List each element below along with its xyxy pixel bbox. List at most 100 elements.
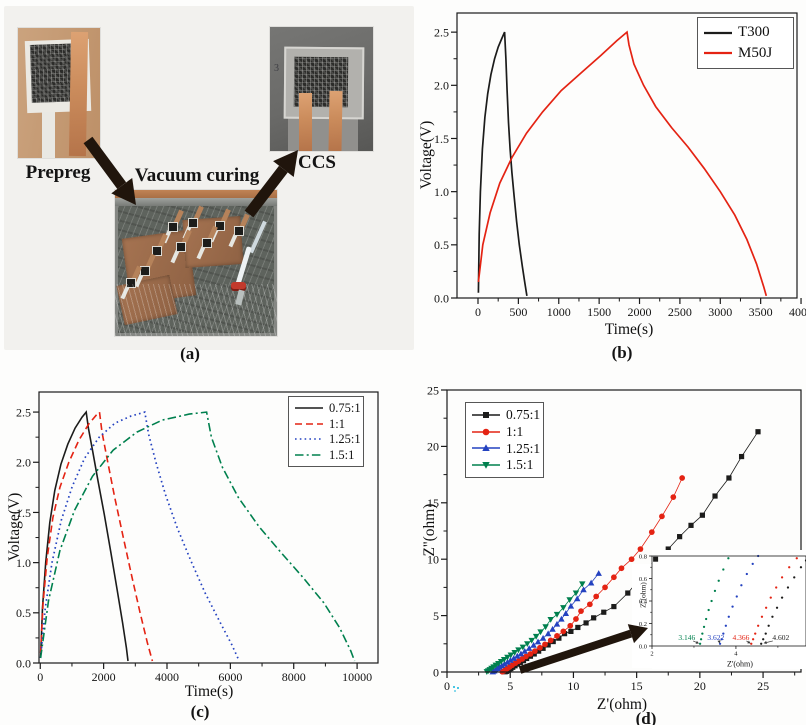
legend-label: 1.25:1 <box>329 432 361 446</box>
legend-item: T300 <box>703 25 788 40</box>
prepreg-white-strip <box>42 112 55 158</box>
svg-text:1.5: 1.5 <box>16 506 31 520</box>
legend-label: 1:1 <box>506 423 524 439</box>
vacuum-port-fitting <box>231 282 246 291</box>
caption-ccs: CCS <box>297 152 337 173</box>
plot-b: 0 500 1000 1500 2000 2500 3000 3500 4000 0.0 0.5 1.… <box>434 12 806 319</box>
svg-text:2000: 2000 <box>92 670 116 684</box>
caption-prepreg: Prepreg <box>25 162 91 183</box>
chart-b-canvas: 0 500 1000 1500 2000 2500 3000 3500 4000 0.0 0.5 1.… <box>434 12 806 319</box>
svg-text:1.5: 1.5 <box>434 132 449 146</box>
legend-item: 0.75:1 <box>294 401 361 415</box>
svg-text:10000: 10000 <box>342 670 372 684</box>
svg-text:0: 0 <box>37 670 43 684</box>
sample-chip <box>168 222 178 232</box>
vacuum-bag <box>116 205 274 333</box>
ccs-photo: 3 <box>270 27 373 151</box>
svg-text:3000: 3000 <box>708 305 732 319</box>
svg-text:0: 0 <box>444 679 450 693</box>
svg-text:15: 15 <box>631 679 643 693</box>
panel-letter-d: (d) <box>635 709 657 725</box>
svg-text:500: 500 <box>509 305 527 319</box>
panel-letter-b: (b) <box>611 343 633 362</box>
vacuum-table-rail <box>115 198 277 206</box>
chart-c-ylabel: Voltage(V) <box>6 492 23 562</box>
chart-d-ylabel: Z''(ohm) <box>421 503 438 557</box>
chart-c-xlabel: Time(s) <box>184 683 234 700</box>
ccs-copper-strip-left <box>299 93 312 151</box>
chart-d-inset-xlabel: Z'(ohm) <box>727 659 753 669</box>
bag-marking: 3 <box>274 63 279 74</box>
svg-text:2.5: 2.5 <box>16 405 31 419</box>
chart-b-legend: T300 M50J <box>697 17 794 69</box>
svg-text:0.8: 0.8 <box>639 553 647 560</box>
svg-text:6000: 6000 <box>218 670 242 684</box>
svg-text:15: 15 <box>427 496 439 510</box>
svg-text:1000: 1000 <box>547 305 571 319</box>
chart-d-canvas: 0 5 10 15 20 25 0 5 10 15 20 25 2 4 0.0 0.2 0.4 0.6 0.8 3.1… <box>427 383 806 693</box>
vacuum-table-copper-edge <box>115 190 277 198</box>
legend-label: 1:1 <box>329 416 345 431</box>
sample-chip <box>126 278 136 288</box>
prepreg-photo <box>18 28 100 158</box>
svg-text:0.0: 0.0 <box>16 656 31 670</box>
svg-text:4000: 4000 <box>789 305 806 319</box>
vacuum-curing-photo <box>115 190 277 336</box>
svg-text:0.5: 0.5 <box>16 606 31 620</box>
chart-b-ylabel: Voltage(V) <box>418 120 435 190</box>
chart-b-xlabel: Time(s) <box>604 321 654 338</box>
legend-label: 0.75:1 <box>506 407 541 423</box>
svg-text:1500: 1500 <box>587 305 611 319</box>
panel-letter-c: (c) <box>190 702 210 721</box>
sample-chip <box>152 246 162 256</box>
svg-text:1.0: 1.0 <box>434 185 449 199</box>
legend-item: M50J <box>703 44 788 61</box>
legend-label: 1.25:1 <box>506 440 541 456</box>
chart-d-legend: 0.75:1 1:1 1.25:1 1.5:1 <box>465 402 544 478</box>
svg-text:2.0: 2.0 <box>434 79 449 93</box>
chart-d-inset-ylabel: Z''(ohm) <box>638 582 648 608</box>
plot-d_inset: 2 4 0.0 0.2 0.4 0.6 0.8 3.146 3.622 4.366 4.602 <box>518 553 806 674</box>
legend-item: 1:1 <box>294 416 358 431</box>
svg-text:20: 20 <box>427 440 439 454</box>
watermark-artifact <box>453 686 455 688</box>
legend-label: 1.5:1 <box>506 457 534 473</box>
ccs-substrate <box>283 46 365 120</box>
svg-text:4.602: 4.602 <box>772 633 789 642</box>
legend-label: M50J <box>738 44 773 61</box>
svg-text:2.0: 2.0 <box>16 456 31 470</box>
svg-text:0.4: 0.4 <box>639 598 648 605</box>
caption-vacuum-curing: Vacuum curing <box>134 165 260 186</box>
chart-d-xlabel: Z'(ohm) <box>596 696 648 713</box>
sample-chip <box>234 226 244 236</box>
panel-letter-a: (a) <box>180 344 200 363</box>
svg-text:10: 10 <box>427 553 439 567</box>
svg-text:2500: 2500 <box>668 305 692 319</box>
legend-item: 0.75:1 <box>471 407 541 423</box>
svg-text:0: 0 <box>433 665 439 679</box>
svg-text:0: 0 <box>475 305 481 319</box>
svg-text:2.5: 2.5 <box>434 25 449 39</box>
legend-label: T300 <box>738 24 770 41</box>
svg-text:1.0: 1.0 <box>16 556 31 570</box>
chart-c-legend: 0.75:1 1:1 1.25:1 1.5:1 <box>288 396 364 467</box>
legend-item: 1.25:1 <box>471 440 541 456</box>
legend-label: 0.75:1 <box>329 401 361 415</box>
svg-text:4: 4 <box>734 651 738 658</box>
svg-text:3.622: 3.622 <box>707 633 724 642</box>
svg-text:2000: 2000 <box>628 305 652 319</box>
svg-text:3500: 3500 <box>749 305 773 319</box>
svg-text:0.0: 0.0 <box>434 291 449 305</box>
breather-cloth-texture <box>115 284 277 336</box>
svg-text:20: 20 <box>694 679 706 693</box>
svg-text:4000: 4000 <box>155 670 179 684</box>
plot-d: 0 5 10 15 20 25 0 5 10 15 20 25 <box>427 383 802 693</box>
legend-item: 1.5:1 <box>471 458 538 472</box>
legend-item: 1.5:1 <box>294 447 358 462</box>
legend-item: 1.25:1 <box>294 432 361 446</box>
sample-chip <box>188 218 198 228</box>
svg-text:10: 10 <box>567 679 579 693</box>
svg-text:25: 25 <box>427 383 439 397</box>
prepreg-copper-strip <box>68 31 89 157</box>
legend-label: 1.5:1 <box>329 447 355 462</box>
